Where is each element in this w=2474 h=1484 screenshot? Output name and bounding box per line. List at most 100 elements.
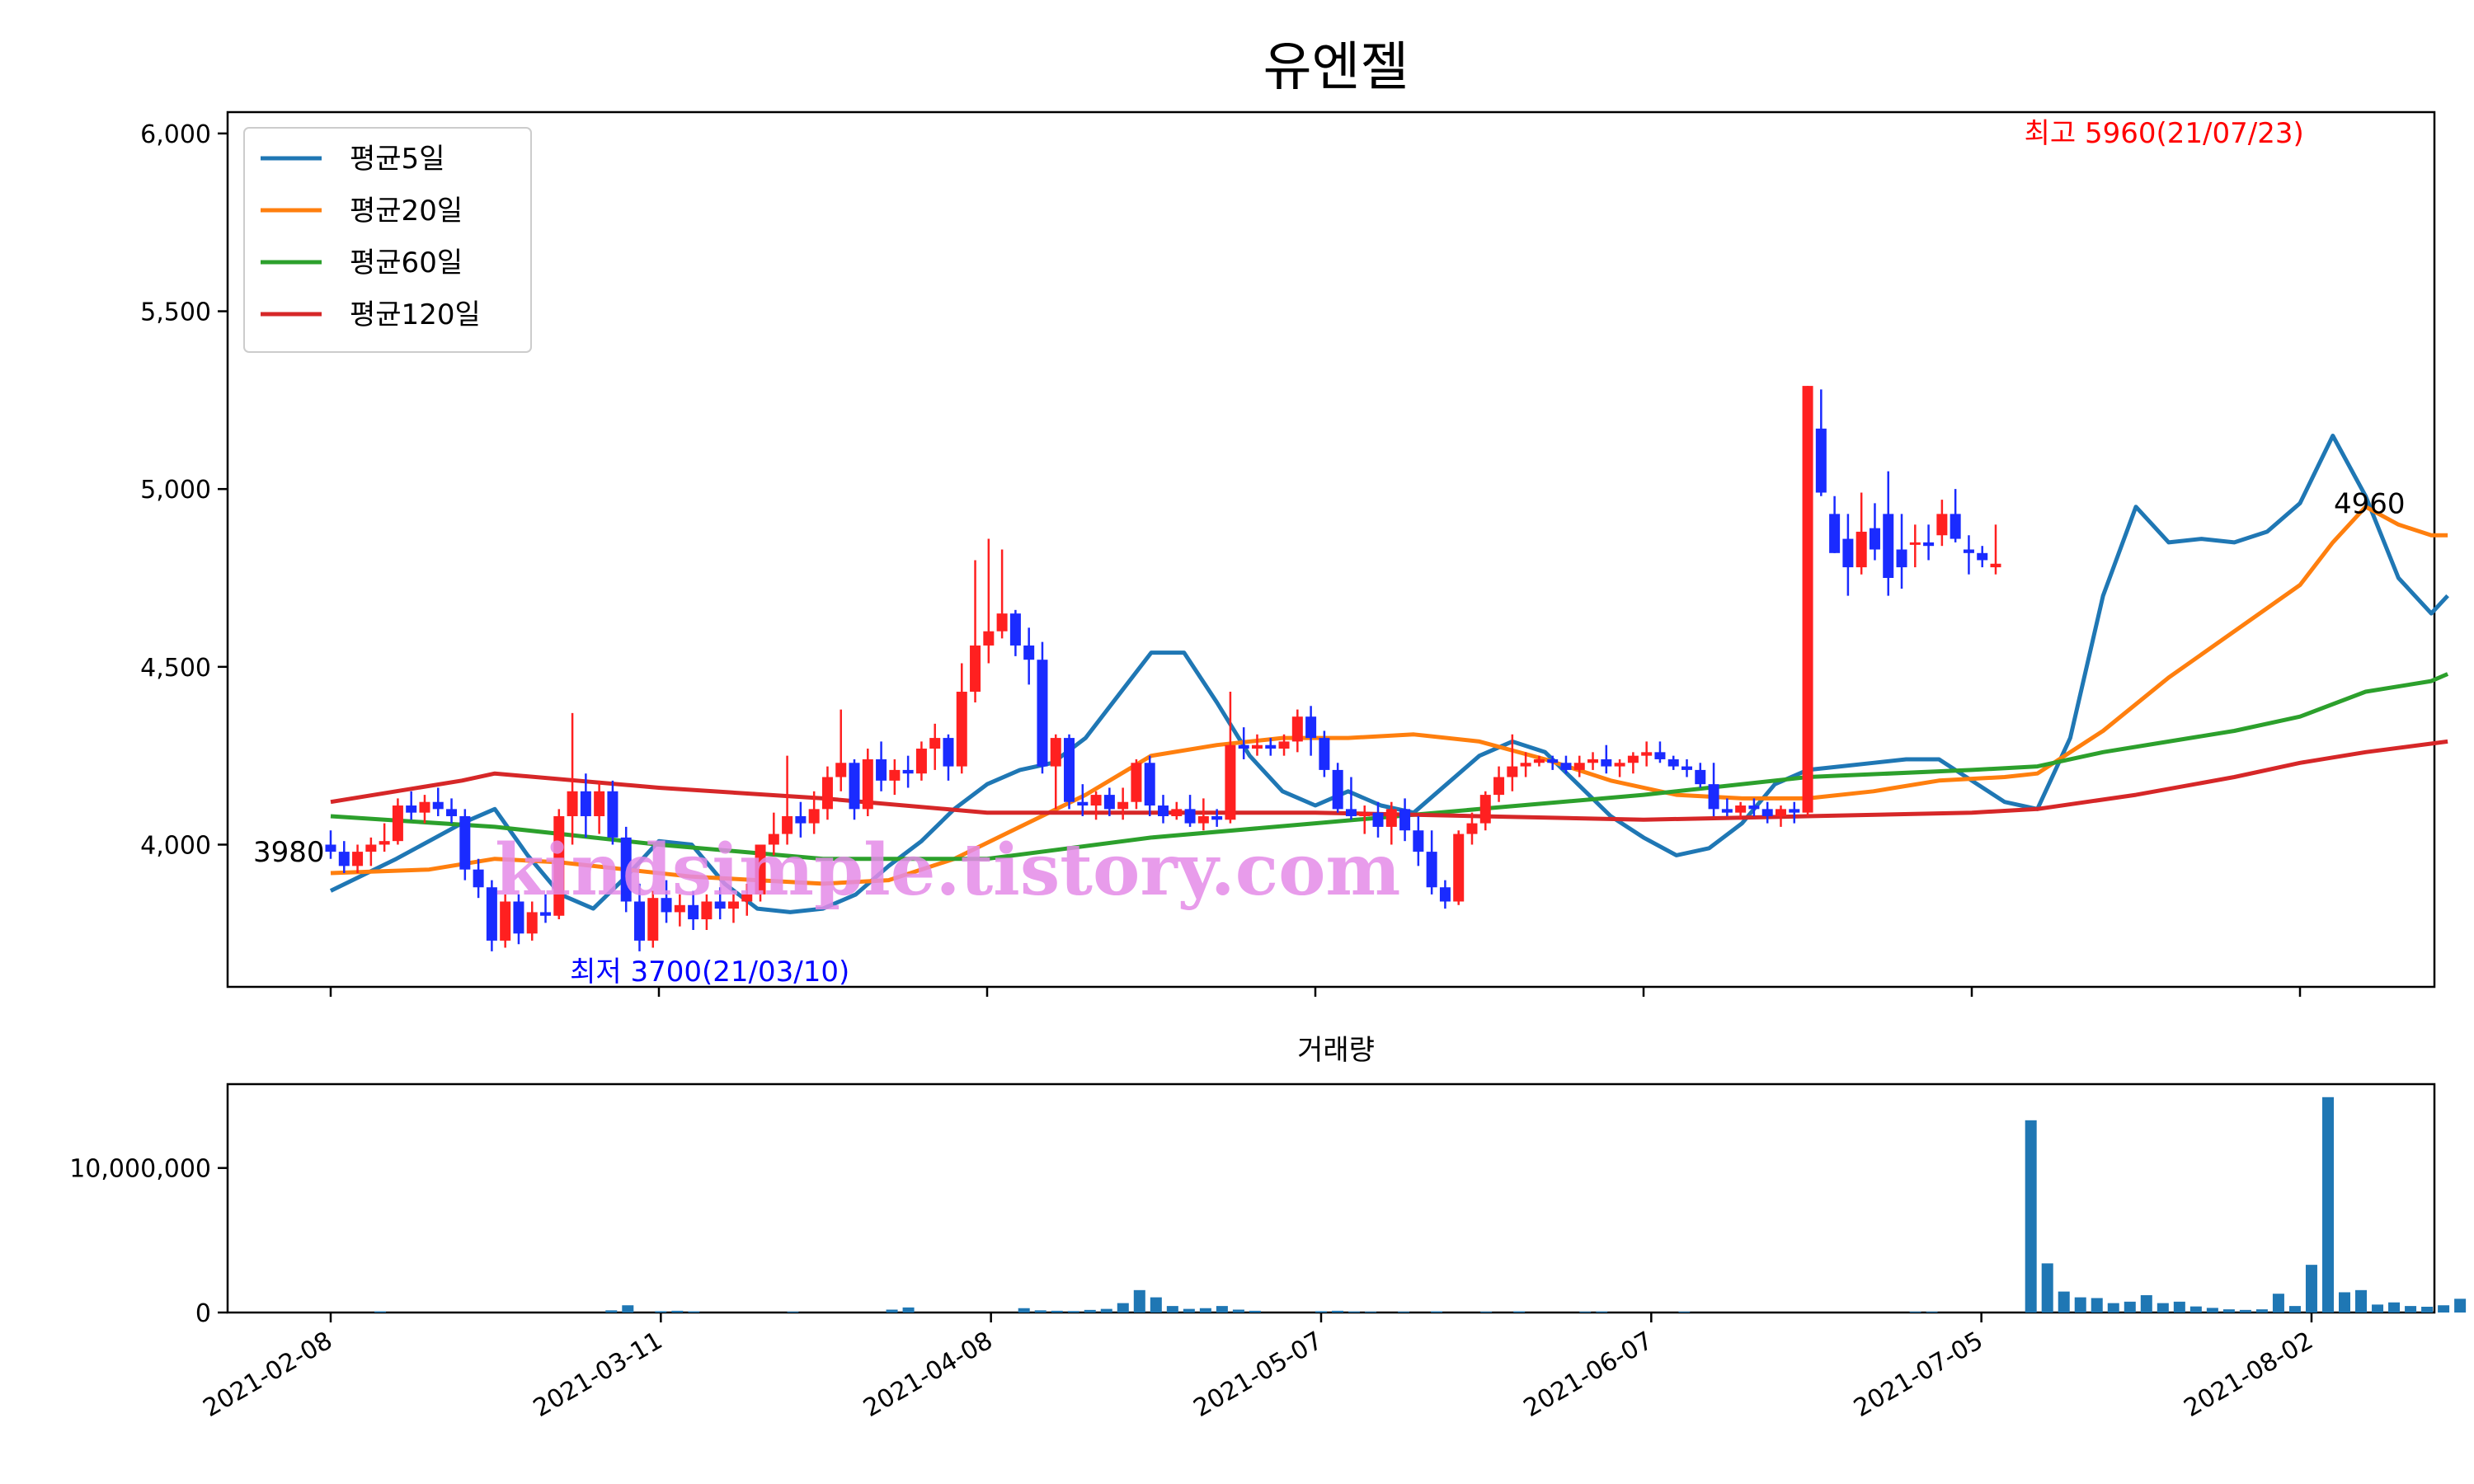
candle-down — [1023, 645, 1035, 660]
moving-average-ma5 — [329, 434, 2449, 914]
legend-label-ma120: 평균120일 — [350, 298, 481, 331]
candle-down — [1265, 744, 1277, 749]
volume-bar — [2355, 1289, 2368, 1313]
candle-down — [1158, 805, 1169, 816]
candle-up — [755, 844, 766, 895]
candle-down — [1439, 887, 1451, 902]
chart-title: 유엔젤 — [1263, 37, 1409, 98]
x-tick-label: 2021-03-11 — [529, 1327, 667, 1423]
volume-bar — [1216, 1306, 1228, 1313]
candle-up — [929, 738, 941, 749]
price-axes-frame — [226, 110, 2436, 989]
candle-up — [1775, 809, 1786, 816]
volume-bar — [2421, 1306, 2434, 1313]
x-tick-label: 2021-04-08 — [858, 1327, 997, 1423]
candle-up — [768, 834, 779, 845]
volume-bar — [1398, 1311, 1410, 1313]
price-y-tick-label: 5,500 — [140, 298, 211, 327]
candle-down — [1977, 552, 1988, 561]
candle-down — [1211, 815, 1223, 820]
candle-down — [1695, 769, 1706, 785]
candle-down — [876, 758, 887, 781]
moving-average-ma20 — [330, 505, 2448, 886]
volume-bar — [902, 1307, 915, 1313]
volume-bar — [1199, 1308, 1211, 1313]
volume-bar — [2157, 1303, 2169, 1313]
candle-up — [1171, 809, 1183, 816]
candle-down — [1815, 428, 1827, 493]
volume-bar — [671, 1310, 684, 1313]
candle-down — [432, 801, 444, 810]
price-y-tick-label: 6,000 — [140, 120, 211, 149]
volume-x-axis: 2021-02-08 2021-03-11 2021-04-08 2021-05-07… — [199, 1313, 2318, 1423]
candle-down — [1399, 809, 1411, 831]
candle-down — [1654, 752, 1666, 759]
x-tick-label: 2021-02-08 — [199, 1327, 337, 1423]
candle-up — [862, 758, 873, 810]
candle-up — [1197, 815, 1209, 824]
candle-down — [1748, 805, 1760, 810]
x-tick-label: 2021-06-07 — [1519, 1327, 1658, 1423]
candle-up — [835, 763, 847, 777]
candle-up — [1493, 777, 1505, 796]
candle-down — [1789, 809, 1800, 813]
candle-up — [1614, 763, 1625, 767]
volume-bar — [1018, 1308, 1030, 1313]
candle-down — [446, 809, 458, 816]
candle-down — [1184, 809, 1196, 824]
volume-bar — [374, 1311, 387, 1313]
candle-up — [1990, 563, 2001, 568]
volume-bar — [2272, 1294, 2284, 1313]
volume-bar — [2173, 1301, 2185, 1313]
candle-up — [379, 841, 390, 845]
volume-bar — [2107, 1303, 2119, 1313]
candle-down — [1560, 763, 1572, 770]
price-y-tick-label: 4,500 — [140, 654, 211, 683]
volume-bar — [1166, 1306, 1178, 1313]
volume-bar — [2189, 1306, 2202, 1313]
candle-up — [392, 805, 403, 842]
x-tick-label: 2021-07-05 — [1849, 1327, 1987, 1423]
last-close-annotation: 4960 — [2334, 487, 2406, 520]
legend-box — [243, 127, 532, 353]
volume-bar — [1596, 1311, 1608, 1313]
candle-down — [325, 844, 336, 852]
candle-down — [1547, 758, 1559, 763]
candle-down — [1681, 766, 1693, 770]
candle-up — [727, 901, 739, 909]
volume-bar — [2124, 1301, 2136, 1313]
candle-up — [1573, 763, 1585, 770]
volume-bar — [2438, 1305, 2450, 1313]
watermark: kindsimple.tistory.com — [495, 829, 1400, 912]
volume-bar — [1084, 1309, 1096, 1313]
volume-bar — [2091, 1298, 2103, 1313]
volume-bar — [1513, 1311, 1526, 1313]
volume-bar — [1315, 1311, 1327, 1313]
volume-bar — [2058, 1291, 2070, 1313]
candle-up — [1802, 386, 1813, 813]
candle-up — [352, 852, 364, 866]
low-annotation: 최저 3700(21/03/10) — [570, 956, 849, 989]
candle-down — [1708, 784, 1719, 810]
volume-bar — [2405, 1306, 2417, 1313]
volume-bar — [688, 1311, 700, 1313]
candle-down — [1842, 538, 1854, 568]
candle-up — [983, 631, 995, 646]
candle-down — [1883, 514, 1894, 579]
candle-up — [996, 613, 1008, 632]
volume-bar — [2339, 1292, 2350, 1313]
volume-bar — [1117, 1303, 1129, 1313]
candle-down — [1372, 812, 1384, 827]
candlesticks — [325, 386, 2001, 951]
volume-bar — [2025, 1120, 2037, 1313]
volume-title: 거래량 — [1297, 1034, 1375, 1067]
volume-bar — [1678, 1311, 1691, 1313]
volume-bars — [374, 1097, 2467, 1313]
candle-up — [701, 901, 713, 920]
volume-bar — [1034, 1310, 1047, 1313]
volume-bar — [1579, 1311, 1592, 1313]
candle-up — [1520, 763, 1531, 767]
candle-down — [580, 791, 591, 816]
candle-up — [1641, 752, 1653, 756]
candle-up — [1050, 738, 1061, 767]
